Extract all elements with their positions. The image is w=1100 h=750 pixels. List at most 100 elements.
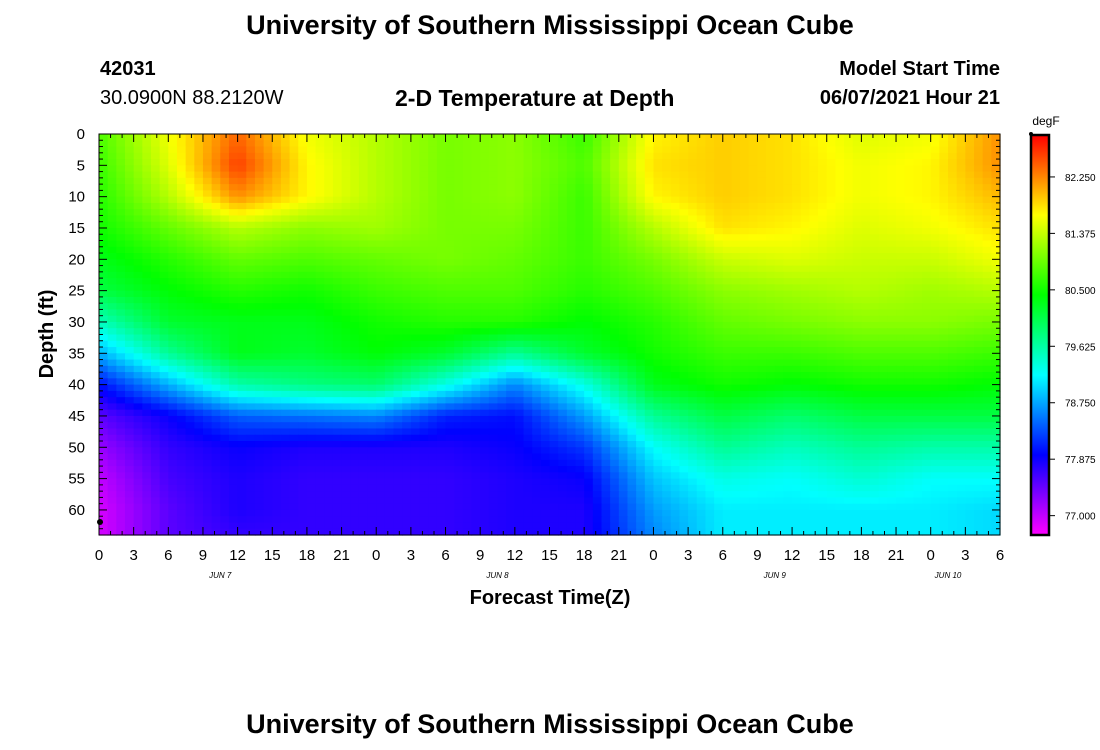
heatmap-cell — [176, 240, 187, 248]
heatmap-cell — [913, 278, 923, 285]
heatmap-cell — [705, 134, 715, 141]
heatmap-cell — [956, 159, 966, 166]
heatmap-cell — [939, 290, 949, 298]
heatmap-cell — [653, 227, 663, 235]
heatmap-cell — [506, 390, 516, 398]
heatmap-cell — [263, 372, 273, 379]
heatmap-cell — [532, 221, 542, 229]
heatmap-cell — [298, 209, 308, 217]
heatmap-cell — [714, 234, 724, 242]
heatmap-cell — [211, 397, 221, 405]
heatmap-cell — [774, 140, 785, 148]
heatmap-cell — [358, 372, 369, 379]
heatmap-cell — [428, 365, 438, 373]
heatmap-cell — [488, 303, 499, 311]
heatmap-cell — [792, 353, 802, 361]
heatmap-cell — [124, 190, 135, 198]
heatmap-cell — [870, 334, 880, 342]
heatmap-cell — [272, 296, 282, 304]
heatmap-cell — [670, 253, 681, 260]
heatmap-cell — [930, 215, 940, 223]
heatmap-cell — [168, 227, 178, 235]
heatmap-cell — [627, 296, 637, 304]
heatmap-cell — [939, 134, 949, 141]
heatmap-cell — [982, 347, 992, 354]
heatmap-cell — [315, 321, 325, 329]
heatmap-cell — [99, 240, 109, 248]
heatmap-cell — [904, 397, 914, 405]
heatmap-cell — [636, 321, 646, 329]
heatmap-cell — [549, 284, 559, 292]
heatmap-cell — [540, 422, 551, 430]
heatmap-cell — [618, 409, 629, 417]
heatmap-cell — [965, 165, 975, 173]
heatmap-cell — [220, 196, 230, 204]
heatmap-cell — [350, 221, 360, 229]
heatmap-cell — [722, 265, 733, 273]
heatmap-cell — [722, 159, 733, 166]
heatmap-cell — [488, 384, 499, 392]
heatmap-cell — [982, 171, 992, 179]
heatmap-cell — [514, 303, 525, 311]
heatmap-cell — [792, 253, 802, 260]
heatmap-cell — [211, 278, 221, 285]
heatmap-cell — [133, 221, 143, 229]
heatmap-cell — [497, 347, 507, 354]
heatmap-cell — [670, 221, 681, 229]
heatmap-cell — [116, 365, 126, 373]
heatmap-cell — [688, 428, 698, 436]
heatmap-cell — [618, 309, 629, 317]
heatmap-cell — [306, 202, 317, 210]
heatmap-cell — [176, 372, 187, 379]
heatmap-cell — [228, 397, 239, 405]
heatmap-cell — [705, 259, 715, 267]
heatmap-cell — [601, 359, 611, 367]
heatmap-cell — [298, 184, 308, 191]
heatmap-cell — [428, 209, 438, 217]
heatmap-cell — [480, 353, 490, 361]
heatmap-cell — [575, 184, 585, 191]
heatmap-cell — [696, 190, 707, 198]
heatmap-cell — [939, 309, 949, 317]
heatmap-cell — [185, 253, 195, 260]
heatmap-cell — [852, 328, 862, 336]
heatmap-cell — [974, 372, 984, 379]
heatmap-cell — [289, 202, 299, 210]
heatmap-cell — [896, 340, 906, 348]
heatmap-cell — [194, 340, 204, 348]
heatmap-cell — [133, 284, 143, 292]
heatmap-cell — [965, 227, 975, 235]
heatmap-cell — [757, 240, 767, 248]
heatmap-cell — [575, 202, 585, 210]
heatmap-cell — [974, 215, 984, 223]
heatmap-cell — [142, 284, 152, 292]
heatmap-cell — [566, 315, 577, 323]
heatmap-cell — [792, 365, 802, 373]
heatmap-cell — [800, 403, 810, 411]
heatmap-cell — [757, 290, 767, 298]
heatmap-cell — [549, 278, 559, 285]
heatmap-cell — [679, 372, 689, 379]
heatmap-cell — [298, 303, 308, 311]
heatmap-cell — [783, 190, 793, 198]
heatmap-cell — [280, 140, 291, 148]
heatmap-cell — [592, 209, 603, 217]
heatmap-cell — [263, 177, 273, 185]
heatmap-cell — [272, 159, 282, 166]
heatmap-cell — [523, 328, 533, 336]
heatmap-cell — [462, 409, 473, 417]
heatmap-cell — [878, 334, 888, 342]
heatmap-cell — [376, 397, 386, 405]
heatmap-cell — [705, 315, 715, 323]
heatmap-cell — [800, 309, 810, 317]
heatmap-cell — [679, 165, 689, 173]
heatmap-cell — [618, 184, 629, 191]
heatmap-cell — [662, 415, 672, 423]
heatmap-cell — [107, 171, 117, 179]
heatmap-cell — [289, 321, 299, 329]
heatmap-cell — [627, 415, 637, 423]
heatmap-cell — [454, 196, 464, 204]
heatmap-cell — [462, 415, 473, 423]
heatmap-cell — [844, 359, 854, 367]
heatmap-cell — [792, 372, 802, 379]
